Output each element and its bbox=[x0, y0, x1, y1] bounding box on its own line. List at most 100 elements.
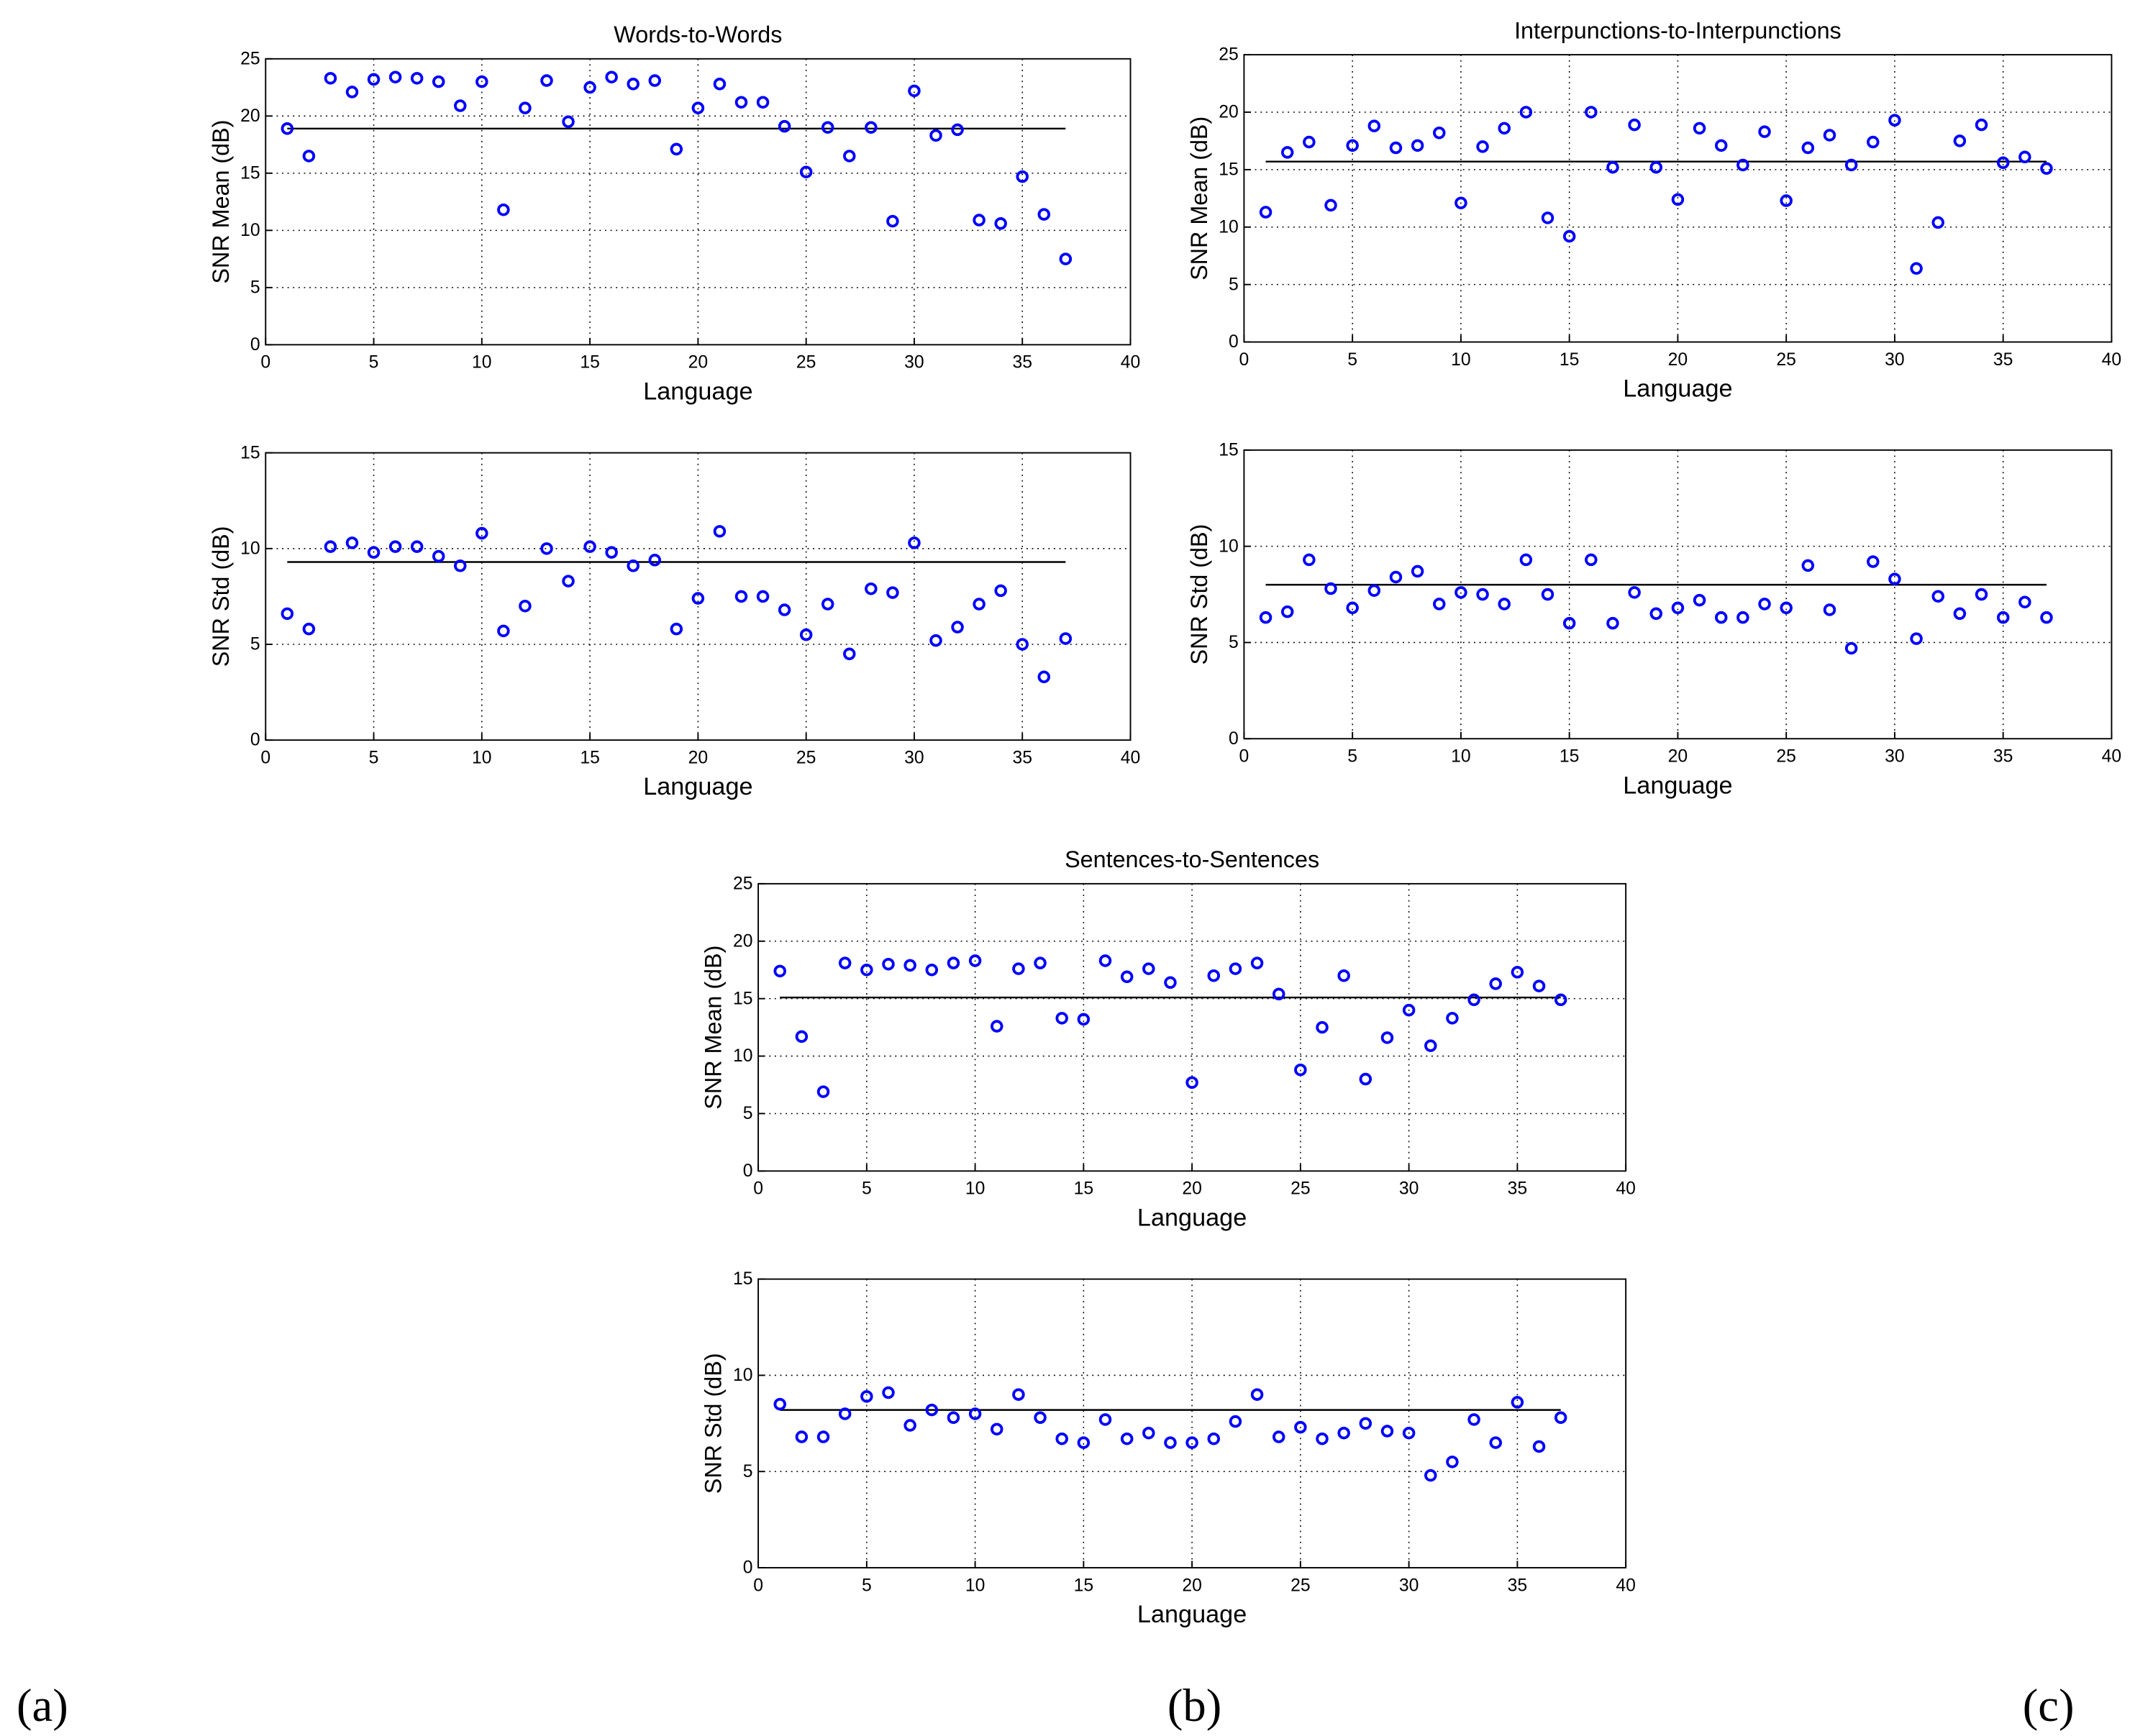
data-point bbox=[821, 121, 834, 134]
data-point bbox=[388, 70, 402, 83]
plot-area bbox=[758, 1279, 1626, 1568]
data-point bbox=[843, 647, 856, 661]
data-point bbox=[583, 540, 596, 553]
data-point bbox=[1606, 616, 1619, 630]
data-point bbox=[367, 73, 381, 86]
data-point bbox=[1229, 1415, 1242, 1428]
data-point bbox=[1280, 146, 1294, 159]
data-point bbox=[1910, 632, 1923, 645]
data-point bbox=[1867, 135, 1880, 149]
data-point bbox=[1910, 262, 1923, 275]
x-axis-label: Language bbox=[1623, 375, 1732, 403]
data-point bbox=[1185, 1076, 1198, 1089]
data-point bbox=[1996, 156, 2010, 170]
x-tick-label: 30 bbox=[1399, 1179, 1419, 1199]
data-point bbox=[1554, 1411, 1567, 1425]
data-point bbox=[2040, 611, 2053, 624]
data-point bbox=[627, 559, 639, 572]
y-tick-label: 25 bbox=[240, 49, 260, 68]
data-point bbox=[1185, 1436, 1198, 1449]
data-point bbox=[670, 622, 683, 636]
data-point bbox=[1867, 555, 1880, 568]
data-point bbox=[773, 964, 786, 978]
x-tick-label: 40 bbox=[1616, 1179, 1636, 1199]
data-point bbox=[1098, 1413, 1112, 1426]
x-tick-label: 20 bbox=[688, 353, 709, 373]
x-tick-label: 0 bbox=[753, 1179, 763, 1199]
x-tick-label: 15 bbox=[1074, 1576, 1094, 1595]
data-point bbox=[1476, 140, 1489, 153]
data-point bbox=[795, 1430, 809, 1443]
data-point bbox=[908, 536, 921, 549]
data-point bbox=[475, 526, 488, 540]
data-point bbox=[1823, 603, 1836, 616]
data-point bbox=[816, 1430, 830, 1443]
data-point bbox=[1736, 611, 1749, 624]
plot-area bbox=[1244, 449, 2112, 739]
data-point bbox=[734, 590, 748, 603]
x-tick-label: 15 bbox=[1560, 747, 1580, 767]
data-point bbox=[410, 72, 424, 85]
data-point bbox=[1554, 993, 1567, 1007]
y-tick-label: 0 bbox=[743, 1558, 753, 1578]
data-point bbox=[281, 122, 294, 135]
x-tick-label: 10 bbox=[472, 748, 492, 767]
y-axis-label: SNR Std (dB) bbox=[1186, 524, 1212, 665]
x-tick-label: 25 bbox=[1290, 1576, 1311, 1595]
data-point bbox=[1801, 141, 1815, 155]
data-point bbox=[1272, 1430, 1285, 1443]
data-point bbox=[1303, 553, 1316, 567]
data-point bbox=[951, 123, 964, 137]
data-point bbox=[1346, 601, 1359, 615]
data-point bbox=[1229, 962, 1242, 975]
x-tick-label: 0 bbox=[753, 1576, 763, 1595]
data-point bbox=[882, 957, 895, 971]
data-point bbox=[838, 1407, 852, 1420]
data-point bbox=[860, 963, 873, 977]
data-point bbox=[821, 598, 834, 611]
data-point bbox=[583, 81, 596, 94]
x-tick-label: 20 bbox=[1668, 350, 1688, 370]
data-point bbox=[1519, 553, 1533, 567]
x-tick-label: 0 bbox=[1239, 747, 1249, 767]
x-tick-label: 30 bbox=[904, 748, 924, 767]
data-point bbox=[302, 622, 316, 636]
y-tick-label: 20 bbox=[1219, 103, 1239, 122]
data-point bbox=[1380, 1425, 1394, 1438]
data-point bbox=[1402, 1426, 1416, 1440]
data-point bbox=[1059, 632, 1073, 645]
data-point bbox=[968, 954, 982, 967]
y-tick-label: 20 bbox=[240, 106, 260, 126]
data-point bbox=[1164, 1436, 1177, 1449]
data-point bbox=[756, 590, 770, 603]
data-point bbox=[1532, 1440, 1546, 1453]
data-point bbox=[1801, 559, 1815, 572]
data-point bbox=[1120, 1432, 1134, 1445]
data-point bbox=[816, 1085, 830, 1098]
data-point bbox=[1389, 570, 1403, 584]
x-tick-label: 25 bbox=[1776, 747, 1796, 767]
data-point bbox=[302, 150, 316, 163]
y-tick-label: 0 bbox=[250, 731, 260, 750]
x-tick-label: 10 bbox=[472, 353, 492, 373]
data-point bbox=[1280, 605, 1294, 618]
data-point bbox=[1532, 979, 1546, 992]
x-tick-label: 30 bbox=[904, 353, 924, 373]
x-tick-label: 25 bbox=[1290, 1179, 1311, 1199]
data-point bbox=[1562, 616, 1576, 630]
data-point bbox=[1294, 1063, 1307, 1077]
y-tick-label: 10 bbox=[1219, 217, 1239, 237]
y-tick-label: 25 bbox=[733, 874, 753, 893]
data-point bbox=[1367, 584, 1381, 597]
data-point bbox=[1324, 198, 1337, 212]
data-point bbox=[1511, 966, 1524, 979]
x-tick-label: 0 bbox=[260, 748, 270, 767]
y-tick-label: 10 bbox=[240, 539, 260, 558]
data-point bbox=[605, 70, 618, 83]
data-point bbox=[1402, 1003, 1416, 1017]
y-tick-label: 5 bbox=[743, 1104, 753, 1123]
data-point bbox=[2018, 150, 2031, 164]
x-tick-label: 5 bbox=[862, 1179, 872, 1199]
data-point bbox=[1316, 1432, 1329, 1445]
